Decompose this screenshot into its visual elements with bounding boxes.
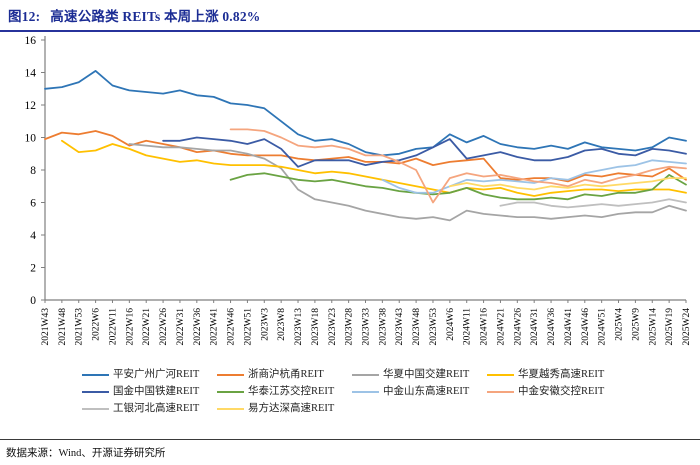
x-tick-label: 2023W43 bbox=[395, 308, 405, 346]
source-footer: 数据来源：Wind、开源证券研究所 bbox=[0, 439, 700, 465]
title-underline bbox=[0, 30, 700, 32]
x-tick-label: 2023W18 bbox=[311, 308, 321, 346]
x-tick-label: 2023W28 bbox=[345, 308, 355, 346]
x-tick-label: 2023W8 bbox=[277, 308, 287, 341]
series-line-国金中国铁建REIT bbox=[162, 136, 687, 168]
x-tick-label: 2025W24 bbox=[682, 308, 692, 346]
chart-area: 0 2 4 6 8 10 12 14 16 2021W43 2021W48 2021W53 2022W6… bbox=[0, 32, 700, 362]
x-tick-label: 2022W36 bbox=[193, 308, 203, 346]
figure-label: 图12: bbox=[8, 9, 41, 24]
x-tick-label: 2023W53 bbox=[429, 308, 439, 346]
x-tick-label: 2022W31 bbox=[176, 308, 186, 346]
legend-swatch bbox=[82, 373, 109, 376]
y-tick-label: 8 bbox=[30, 165, 36, 177]
x-tick-label: 2021W43 bbox=[41, 308, 51, 346]
y-tick-label: 16 bbox=[25, 35, 37, 47]
x-tick-label: 2023W48 bbox=[412, 308, 422, 346]
legend-swatch bbox=[352, 390, 379, 393]
x-tick-label: 2024W16 bbox=[480, 308, 490, 346]
legend-label: 华夏越秀高速REIT bbox=[518, 369, 605, 380]
x-tick-label: 2022W46 bbox=[227, 308, 237, 346]
legend-label: 华夏中国交建REIT bbox=[383, 369, 470, 380]
x-tick-label: 2021W53 bbox=[75, 308, 85, 346]
x-tick-label: 2024W36 bbox=[547, 308, 557, 346]
series-line-华夏中国交建REIT bbox=[128, 143, 687, 222]
x-tick-label: 2025W19 bbox=[665, 308, 675, 346]
legend-item: 华夏中国交建REIT bbox=[352, 366, 487, 383]
y-tick-label: 10 bbox=[25, 133, 37, 145]
legend-swatch bbox=[352, 373, 379, 376]
source-text: 数据来源：Wind、开源证券研究所 bbox=[6, 448, 166, 459]
series-line-易方达深高速REIT bbox=[448, 177, 687, 191]
x-tick-label: 2024W31 bbox=[530, 308, 540, 346]
y-tick-label: 0 bbox=[30, 295, 36, 307]
y-tick-label: 2 bbox=[30, 263, 36, 275]
series-line-平安广州广河REIT bbox=[44, 70, 687, 157]
x-tick-label: 2024W46 bbox=[581, 308, 591, 346]
legend-swatch bbox=[487, 373, 514, 376]
y-tick-label: 6 bbox=[30, 198, 36, 210]
legend-item: 华泰江苏交控REIT bbox=[217, 383, 352, 400]
x-tick-label: 2024W26 bbox=[513, 308, 523, 346]
y-tick-label: 14 bbox=[25, 68, 37, 80]
x-tick-label: 2025W14 bbox=[648, 308, 658, 346]
figure-title-bar: 图12: 高速公路类 REITs 本周上涨 0.82% bbox=[0, 0, 700, 29]
x-tick-label: 2023W38 bbox=[378, 308, 388, 346]
legend-swatch bbox=[217, 373, 244, 376]
series-line-华夏越秀高速REIT bbox=[61, 139, 687, 197]
legend-item: 浙商沪杭甬REIT bbox=[217, 366, 352, 383]
line-chart: 0 2 4 6 8 10 12 14 16 2021W43 2021W48 2021W53 2022W6… bbox=[25, 35, 693, 346]
x-tick-label: 2025W9 bbox=[631, 308, 641, 341]
legend-item: 中金安徽交控REIT bbox=[487, 383, 622, 400]
legend-label: 易方达深高速REIT bbox=[248, 403, 335, 414]
legend-item: 中金山东高速REIT bbox=[352, 383, 487, 400]
x-tick-label: 2022W11 bbox=[108, 308, 118, 345]
x-tick-label: 2022W26 bbox=[159, 308, 169, 346]
chart-legend: 平安广州广河REIT 浙商沪杭甬REIT 华夏中国交建REIT 华夏越秀高速REIT 国… bbox=[0, 362, 660, 417]
legend-label: 华泰江苏交控REIT bbox=[248, 386, 335, 397]
legend-label: 中金安徽交控REIT bbox=[518, 386, 605, 397]
x-tick-label: 2022W16 bbox=[125, 308, 135, 346]
x-tick-label: 2024W51 bbox=[598, 308, 608, 346]
series-line-中金山东高速REIT bbox=[381, 159, 687, 194]
y-tick-label: 12 bbox=[25, 100, 37, 112]
legend-swatch bbox=[217, 407, 244, 410]
x-tick-label: 2021W48 bbox=[58, 308, 68, 346]
x-tick-label: 2024W6 bbox=[446, 308, 456, 341]
legend-item: 平安广州广河REIT bbox=[82, 366, 217, 383]
figure-title: 高速公路类 REITs 本周上涨 0.82% bbox=[50, 9, 261, 24]
series-line-中金安徽交控REIT bbox=[229, 128, 687, 204]
x-tick-label: 2024W21 bbox=[496, 308, 506, 346]
x-tick-label: 2023W3 bbox=[260, 308, 270, 341]
legend-item: 工银河北高速REIT bbox=[82, 400, 217, 417]
x-tick-label: 2022W41 bbox=[210, 308, 220, 346]
x-tick-label: 2022W6 bbox=[92, 308, 102, 341]
x-tick-label: 2023W13 bbox=[294, 308, 304, 346]
x-tick-label: 2024W41 bbox=[564, 308, 574, 346]
legend-label: 国金中国铁建REIT bbox=[113, 386, 200, 397]
y-tick-label: 4 bbox=[30, 230, 36, 242]
series-line-浙商沪杭甬REIT bbox=[44, 130, 687, 183]
series-line-工银河北高速REIT bbox=[499, 198, 687, 209]
series-line-华泰江苏交控REIT bbox=[229, 172, 687, 201]
x-tick-label: 2022W21 bbox=[142, 308, 152, 346]
x-tick-label: 2024W11 bbox=[463, 308, 473, 345]
legend-label: 平安广州广河REIT bbox=[113, 369, 200, 380]
x-tick-label: 2023W33 bbox=[362, 308, 372, 346]
legend-swatch bbox=[82, 390, 109, 393]
legend-label: 工银河北高速REIT bbox=[113, 403, 200, 414]
x-tick-label: 2025W4 bbox=[615, 308, 625, 341]
x-tick-label: 2023W23 bbox=[328, 308, 338, 346]
legend-swatch bbox=[487, 390, 514, 393]
legend-label: 浙商沪杭甬REIT bbox=[248, 369, 324, 380]
legend-swatch bbox=[82, 407, 109, 410]
legend-item: 国金中国铁建REIT bbox=[82, 383, 217, 400]
legend-swatch bbox=[217, 390, 244, 393]
legend-label: 中金山东高速REIT bbox=[383, 386, 470, 397]
legend-item: 易方达深高速REIT bbox=[217, 400, 352, 417]
x-tick-label: 2022W51 bbox=[243, 308, 253, 346]
legend-item: 华夏越秀高速REIT bbox=[487, 366, 622, 383]
